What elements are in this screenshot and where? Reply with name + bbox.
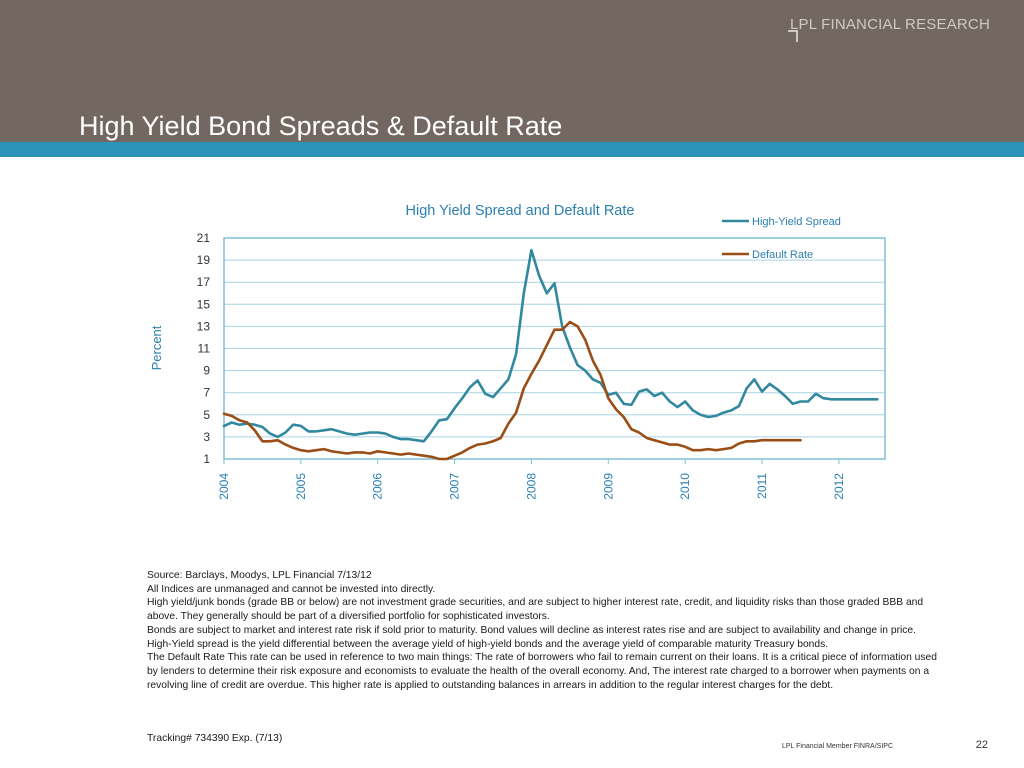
x-tick-label: 2006 (371, 473, 385, 500)
y-tick-label: 5 (203, 408, 210, 422)
legend-label: High-Yield Spread (752, 216, 841, 228)
brand-mark-icon (788, 30, 798, 42)
x-tick-label: 2008 (524, 473, 538, 500)
footer-member-text: LPL Financial Member FINRA/SIPC (782, 743, 893, 750)
y-tick-label: 1 (203, 452, 210, 466)
footnote-bonds: Bonds are subject to market and interest… (147, 624, 917, 636)
footnote-spread-definition: High-Yield spread is the yield different… (147, 638, 829, 650)
chart-title: High Yield Spread and Default Rate (406, 203, 635, 219)
y-tick-label: 11 (198, 342, 211, 356)
tracking-number: Tracking# 734390 Exp. (7/13) (147, 733, 283, 744)
y-tick-label: 13 (197, 319, 211, 333)
series-line-default-rate (222, 320, 802, 461)
x-tick-label: 2011 (755, 473, 769, 499)
header-stripe (0, 142, 1024, 157)
footnotes: Source: Barclays, Moodys, LPL Financial … (147, 569, 947, 692)
y-axis-label: Percent (149, 325, 164, 370)
y-tick-label: 3 (203, 430, 210, 444)
y-tick-label: 9 (203, 364, 210, 378)
x-tick-label: 2010 (678, 473, 692, 500)
x-tick-label: 2007 (448, 473, 462, 500)
footnote-high-yield: High yield/junk bonds (grade BB or below… (147, 597, 924, 623)
brand-name: LPL FINANCIAL RESEARCH (789, 16, 990, 33)
y-tick-label: 15 (197, 297, 211, 311)
footnote-indices: All Indices are unmanaged and cannot be … (147, 583, 436, 595)
y-tick-label: 17 (197, 275, 211, 289)
footnote-source: Source: Barclays, Moodys, LPL Financial … (147, 570, 372, 581)
footnote-default-rate-definition: The Default Rate This rate can be used i… (147, 652, 938, 691)
x-tick-label: 2009 (601, 473, 615, 500)
x-tick-label: 2012 (832, 473, 846, 500)
y-tick-label: 21 (197, 231, 211, 245)
y-tick-label: 19 (197, 253, 211, 267)
header-band (0, 0, 1024, 142)
legend-label: Default Rate (752, 249, 813, 261)
x-tick-label: 2005 (294, 473, 308, 500)
x-tick-label: 2004 (217, 473, 231, 500)
plot-area-border (223, 237, 886, 460)
page-title: High Yield Bond Spreads & Default Rate (79, 111, 563, 141)
page-number: 22 (975, 739, 988, 751)
y-tick-label: 7 (203, 386, 210, 400)
series-line-high-yield-spread (222, 248, 879, 443)
